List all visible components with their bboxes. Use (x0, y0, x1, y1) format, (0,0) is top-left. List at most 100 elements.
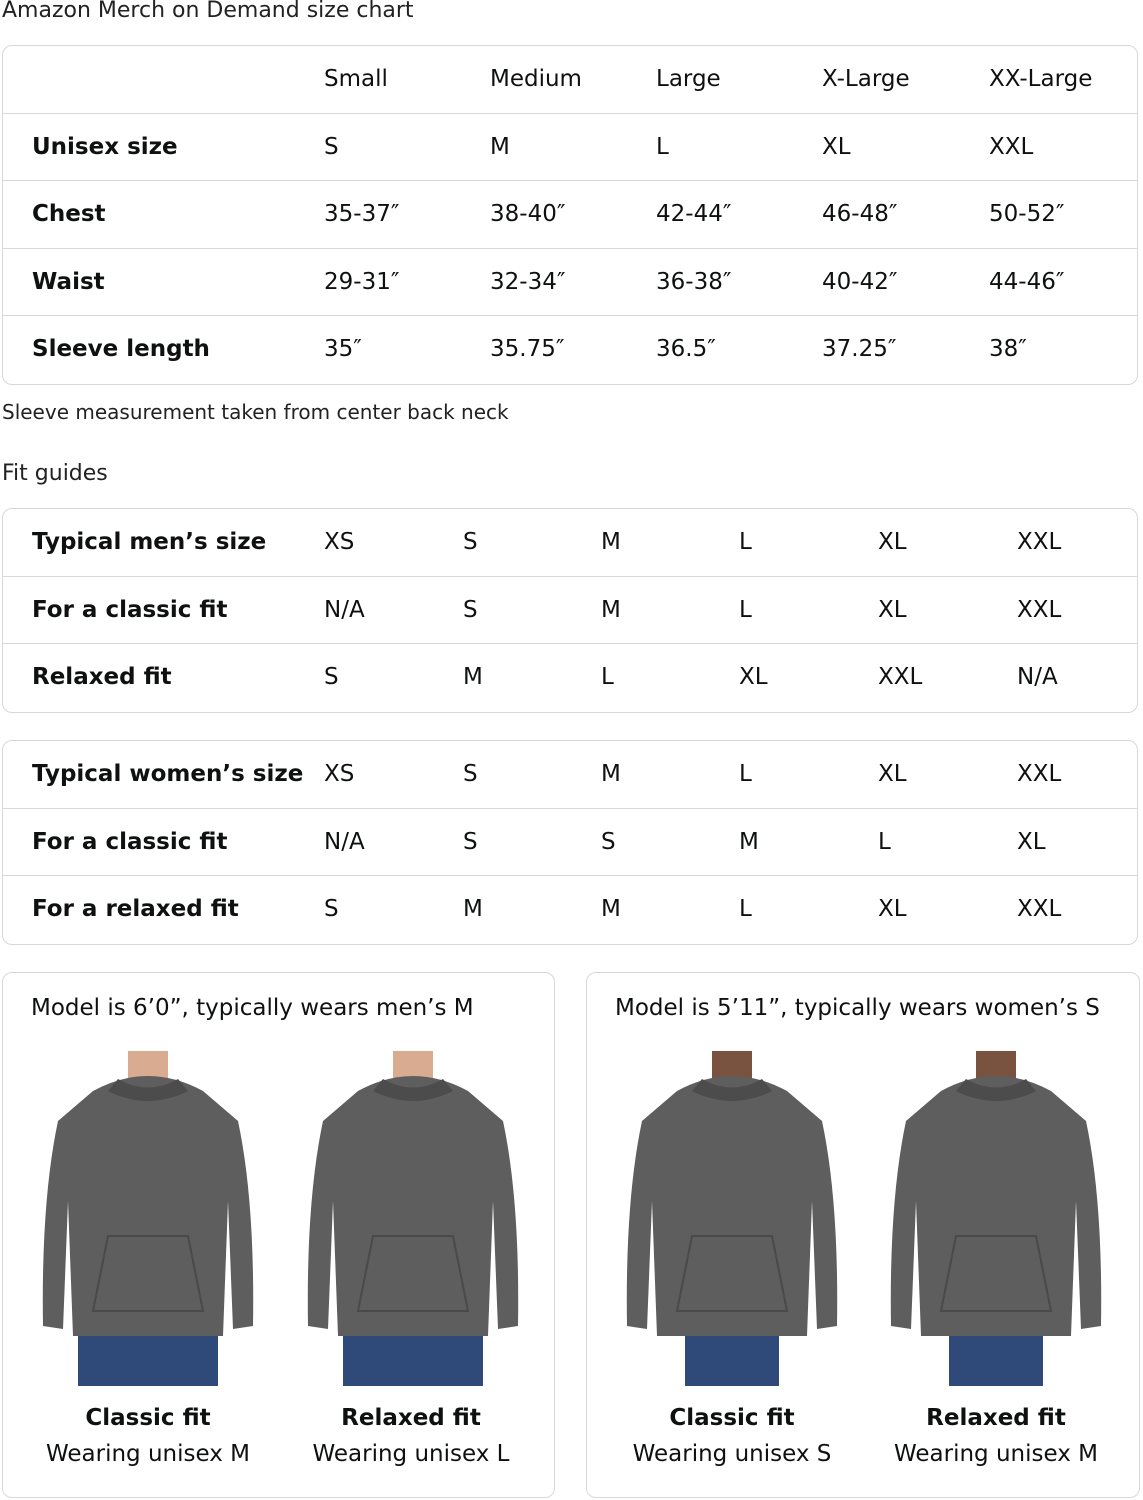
table-cell: S (463, 529, 478, 555)
mens-model-card: Model is 6’0”, typically wears men’s M C… (2, 972, 555, 1498)
womens-model-card: Model is 5’11”, typically wears women’s … (586, 972, 1140, 1498)
size-table: Small Medium Large X-Large XX-Large Unisex si… (2, 45, 1138, 385)
table-cell: 36-38″ (656, 268, 732, 295)
hoodie (307, 1076, 519, 1336)
table-cell: S (601, 828, 616, 855)
table-cell: L (878, 828, 891, 855)
pocket (939, 1235, 1053, 1312)
model-caption: Model is 6’0”, typically wears men’s M (31, 995, 474, 1021)
table-cell: 29-31″ (324, 268, 400, 295)
row-label: Chest (32, 201, 106, 227)
table-cell: XX-Large (989, 66, 1093, 92)
table-cell: M (601, 761, 621, 787)
table-cell: N/A (324, 828, 365, 855)
table-cell: X-Large (822, 66, 910, 92)
table-cell: XXL (1017, 596, 1062, 623)
hoodie-image-womens-classic (617, 1051, 847, 1386)
table-cell: S (463, 596, 478, 623)
table-cell: 42-44″ (656, 201, 732, 227)
table-cell: L (739, 529, 752, 555)
wearing-label: Wearing unisex S (632, 1441, 832, 1467)
table-row: Chest 35-37″ 38-40″ 42-44″ 46-48″ 50-52″ (3, 181, 1137, 249)
table-cell: L (739, 596, 752, 623)
table-cell: 44-46″ (989, 268, 1065, 295)
table-cell: S (324, 664, 339, 690)
jeans (949, 1336, 1043, 1386)
row-label: For a classic fit (32, 596, 228, 623)
table-cell: Medium (490, 66, 582, 92)
header-row: Small Medium Large X-Large XX-Large (3, 46, 1137, 114)
table-row: For a relaxed fit S M M L XL XXL (3, 876, 1137, 944)
table-cell: M (463, 664, 483, 690)
table-cell: XXL (1017, 896, 1062, 922)
table-cell: 38-40″ (490, 201, 566, 227)
row-label: Waist (32, 268, 105, 295)
jeans (78, 1336, 218, 1386)
wearing-label: Wearing unisex M (893, 1441, 1098, 1467)
table-cell: XL (878, 896, 907, 922)
table-cell: Small (324, 66, 388, 92)
table-cell: XS (324, 529, 355, 555)
table-cell: 35″ (324, 336, 362, 362)
table-cell: XXL (1017, 761, 1062, 787)
table-cell: S (463, 761, 478, 787)
hoodie (890, 1076, 1102, 1336)
table-cell: N/A (324, 596, 365, 623)
table-row: For a classic fit N/A S M L XL XXL (3, 577, 1137, 644)
table-row: Waist 29-31″ 32-34″ 36-38″ 40-42″ 44-46″ (3, 249, 1137, 316)
row-label: Unisex size (32, 133, 178, 160)
fit-label: Relaxed fit (926, 1405, 1066, 1431)
hood (108, 1079, 188, 1101)
table-row: Typical men’s size XS S M L XL XXL (3, 509, 1137, 577)
sleeve-note: Sleeve measurement taken from center bac… (2, 400, 509, 424)
table-cell: M (601, 529, 621, 555)
hoodie (42, 1076, 254, 1336)
table-cell: M (601, 896, 621, 922)
table-cell: S (324, 896, 339, 922)
table-row: Sleeve length 35″ 35.75″ 36.5″ 37.25″ 38″ (3, 316, 1137, 384)
table-cell: Large (656, 66, 721, 92)
hoodie-image-womens-relaxed (881, 1051, 1111, 1386)
hoodie-image-mens-relaxed (298, 1051, 528, 1386)
hood (692, 1079, 772, 1101)
table-cell: 46-48″ (822, 201, 898, 227)
jeans (685, 1336, 779, 1386)
table-cell: L (739, 896, 752, 922)
table-cell: 32-34″ (490, 268, 566, 295)
table-cell: XXL (1017, 529, 1062, 555)
table-row: Typical women’s size XS S M L XL XXL (3, 741, 1137, 809)
fit-label: Classic fit (669, 1405, 795, 1431)
table-cell: XXL (878, 664, 923, 690)
wearing-label: Wearing unisex L (312, 1441, 510, 1467)
table-cell: S (324, 133, 339, 160)
hoodie-image-mens-classic (33, 1051, 263, 1386)
table-cell: 50-52″ (989, 201, 1065, 227)
table-cell: XL (1017, 828, 1046, 855)
pocket (356, 1235, 470, 1312)
mens-fit-table: Typical men’s size XS S M L XL XXL For a classi… (2, 508, 1138, 713)
womens-fit-table: Typical women’s size XS S M L XL XXL For a clas… (2, 740, 1138, 945)
table-cell: 35-37″ (324, 201, 400, 227)
table-cell: M (463, 896, 483, 922)
fit-label: Relaxed fit (341, 1405, 481, 1431)
model-caption: Model is 5’11”, typically wears women’s … (615, 995, 1100, 1021)
table-cell: L (656, 133, 669, 160)
row-label: Typical women’s size (32, 761, 304, 787)
table-cell: XL (878, 529, 907, 555)
pocket (91, 1235, 205, 1312)
row-label: Typical men’s size (32, 529, 267, 555)
table-cell: 37.25″ (822, 336, 897, 362)
table-cell: M (490, 133, 510, 160)
table-row: Unisex size S M L XL XXL (3, 114, 1137, 181)
table-cell: XL (822, 133, 851, 160)
table-cell: N/A (1017, 664, 1058, 690)
chart-title: Amazon Merch on Demand size chart (2, 0, 414, 23)
table-cell: XS (324, 761, 355, 787)
fit-label: Classic fit (85, 1405, 211, 1431)
table-cell: XL (878, 761, 907, 787)
table-row: For a classic fit N/A S S M L XL (3, 809, 1137, 876)
table-row: Relaxed fit S M L XL XXL N/A (3, 644, 1137, 712)
hood (373, 1079, 453, 1101)
pocket (675, 1235, 789, 1312)
row-label: For a relaxed fit (32, 896, 239, 922)
